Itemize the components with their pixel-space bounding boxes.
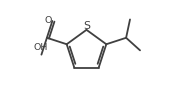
- Text: S: S: [83, 21, 90, 31]
- Text: O: O: [44, 16, 51, 25]
- Text: OH: OH: [33, 43, 48, 52]
